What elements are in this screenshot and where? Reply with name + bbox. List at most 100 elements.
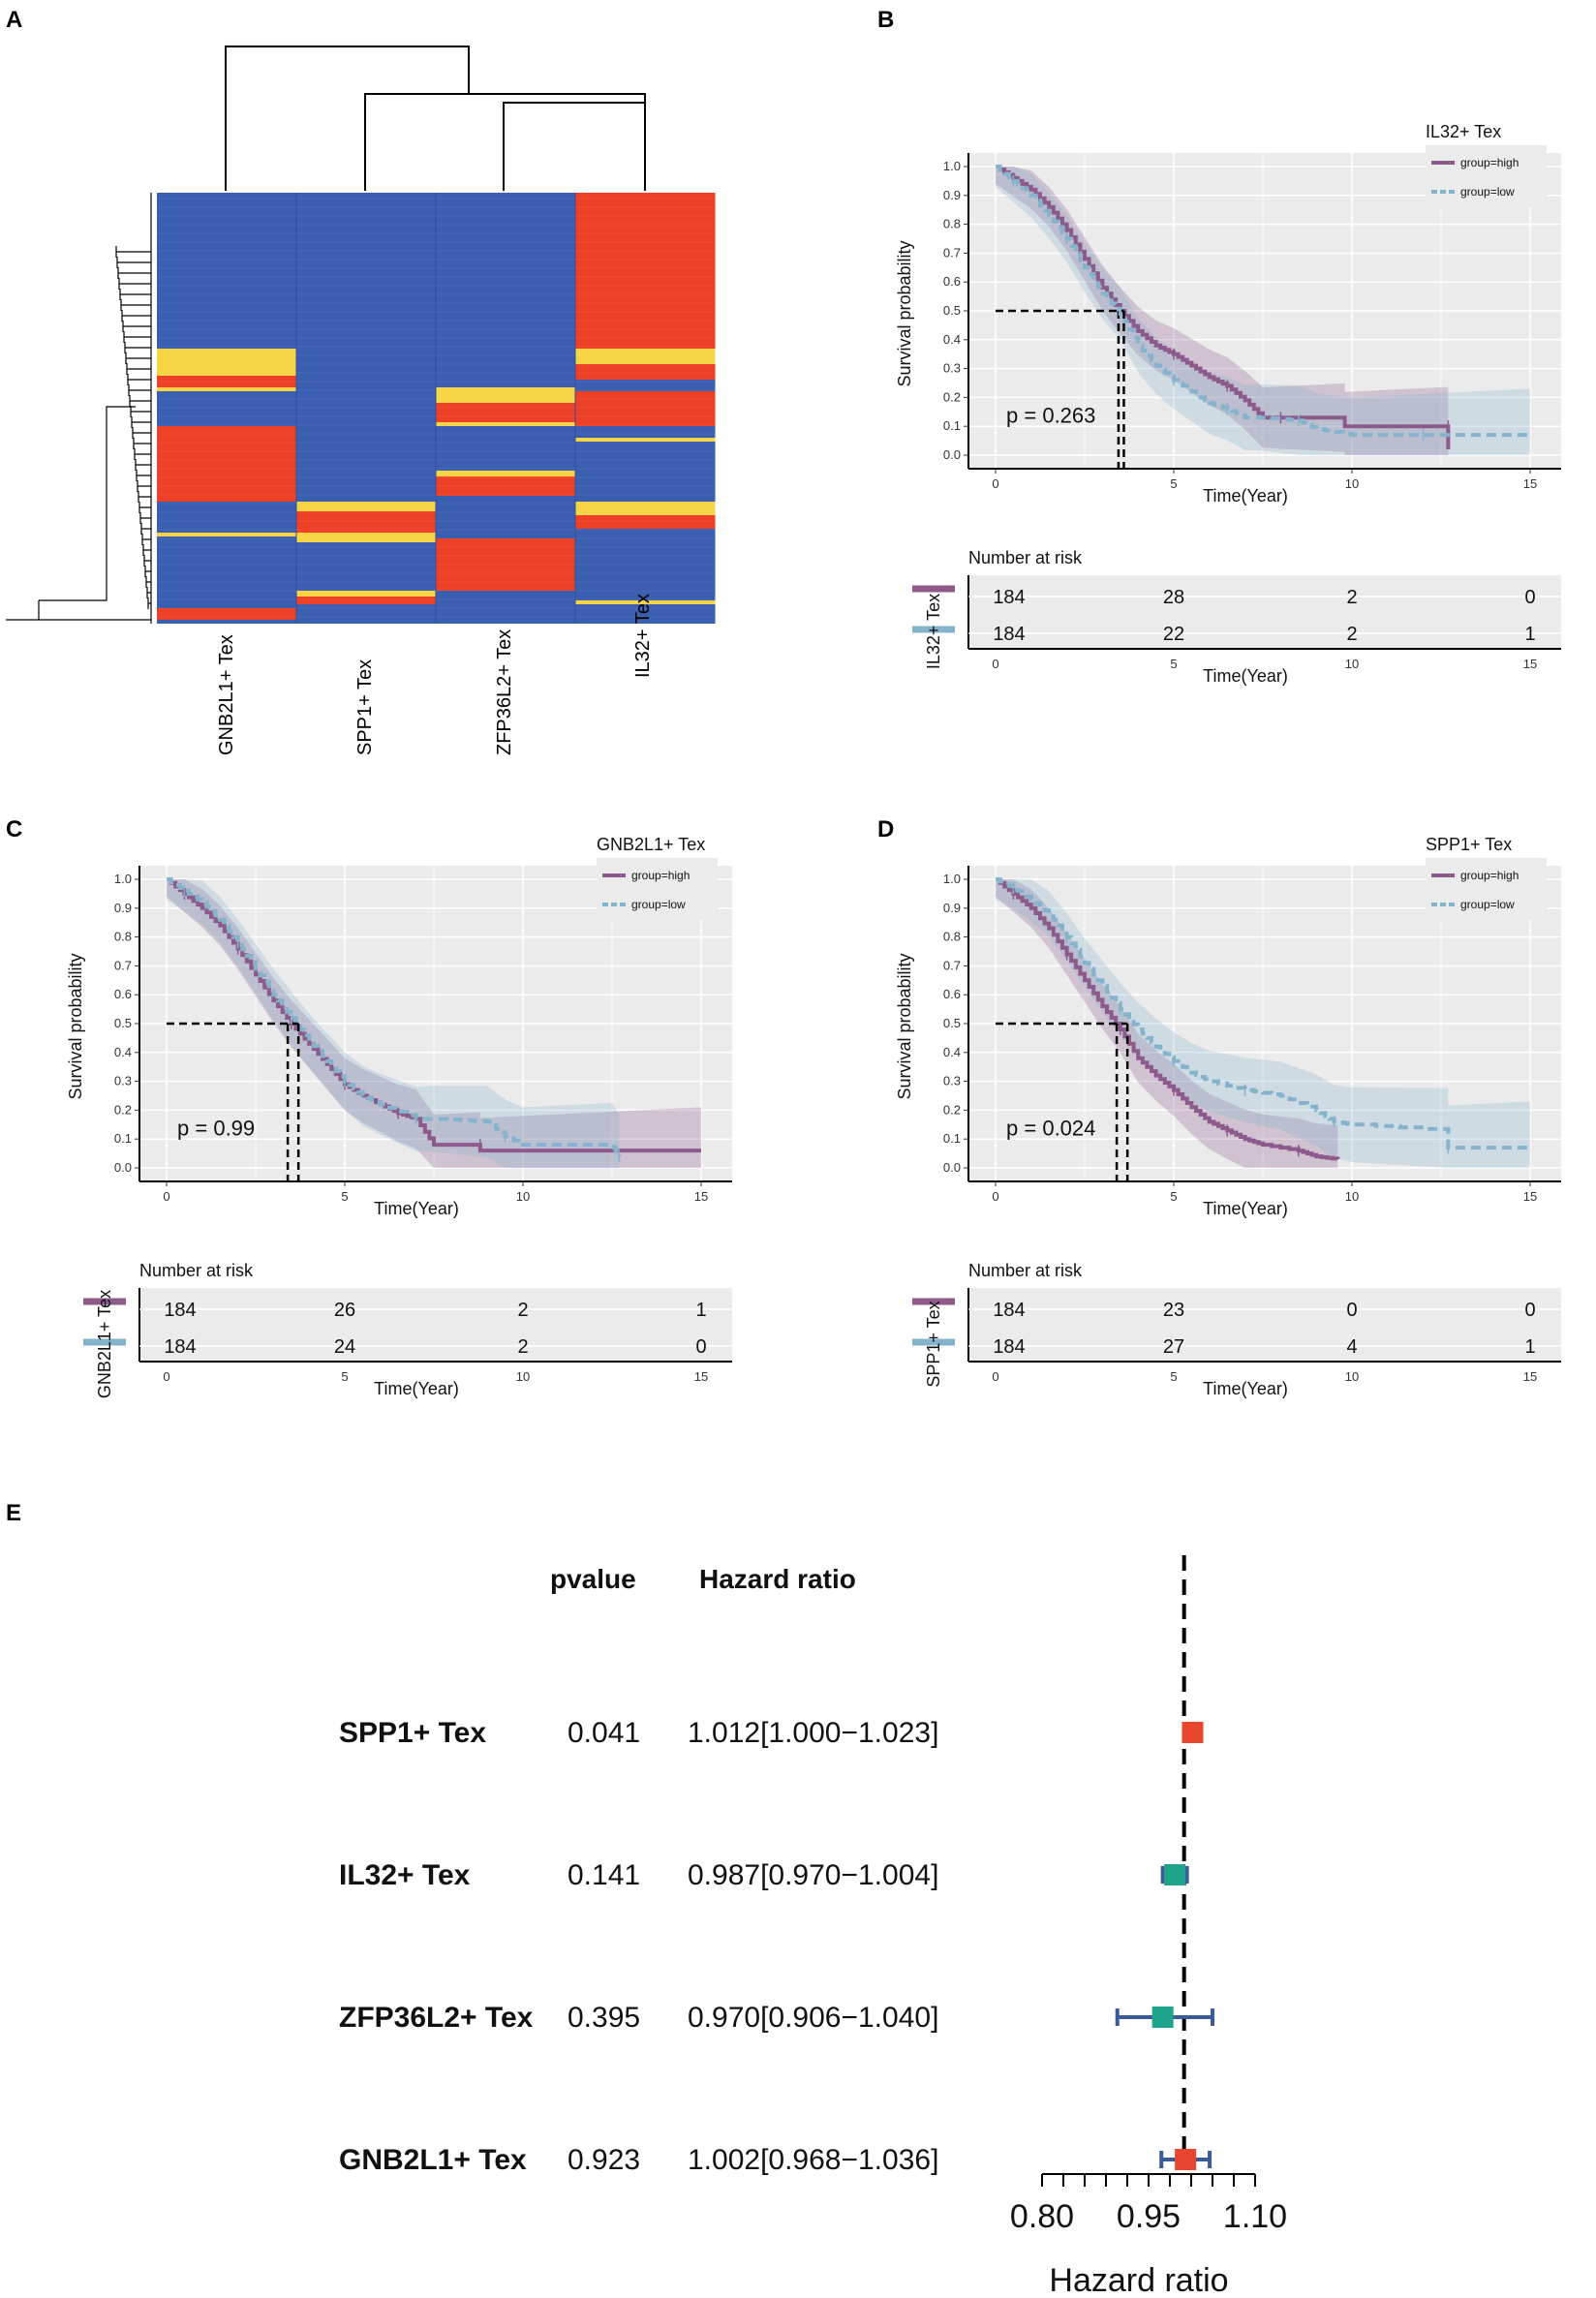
dendrogram-branch: [116, 257, 151, 268]
forest-row-name: GNB2L1+ Tex: [339, 2144, 527, 2176]
dendrogram-branch: [6, 600, 151, 621]
heatmap-col-label-3: ZFP36L2+ Tex: [494, 629, 515, 755]
panel-label-b: B: [877, 7, 894, 33]
forest-point: [1182, 1722, 1204, 1743]
x-tick-label: 10: [516, 1189, 530, 1204]
x-axis-label: Time(Year): [1203, 486, 1288, 506]
dendrogram-branch: [126, 363, 151, 375]
risk-count: 184: [993, 1300, 1025, 1321]
forest-row-pvalue: 0.923: [568, 2144, 640, 2176]
heatmap-cell: [436, 496, 576, 538]
risk-count: 0: [1524, 1300, 1535, 1321]
risk-x-tick-label: 10: [1345, 657, 1359, 671]
dendrogram-branch: [127, 374, 151, 385]
km-panel-d: 0.00.10.20.30.40.50.60.70.80.91.00 5 10 15T…: [895, 835, 1561, 1398]
risk-count: 0: [1346, 1300, 1357, 1321]
heatmap-cell: [575, 515, 716, 529]
risk-count: 2: [517, 1336, 528, 1358]
y-tick-label: 0.2: [943, 1102, 961, 1117]
risk-count: 184: [993, 587, 1025, 608]
heatmap-cell: [436, 471, 576, 476]
risk-table-title: Number at risk: [139, 1261, 254, 1280]
y-tick-label: 0.0: [943, 447, 961, 462]
risk-count: 24: [334, 1336, 355, 1358]
x-tick-label: 15: [1523, 1189, 1537, 1204]
survival-curve-high: [996, 877, 1340, 1161]
heatmap-cell: [157, 193, 297, 349]
risk-x-tick-label: 5: [1170, 657, 1177, 671]
risk-table-background: [139, 1288, 732, 1362]
risk-count: 22: [1163, 624, 1184, 645]
risk-x-tick-label: 5: [1170, 1369, 1177, 1384]
dendrogram-branch: [139, 512, 151, 524]
risk-x-tick-label: 5: [341, 1369, 348, 1384]
risk-count: 2: [1346, 587, 1357, 608]
legend-label-low: group=low: [1460, 898, 1515, 911]
forest-row-name: IL32+ Tex: [339, 1859, 471, 1891]
forest-row-name: SPP1+ Tex: [339, 1717, 486, 1749]
dendrogram-branch: [143, 555, 151, 567]
heatmap-cell: [157, 349, 297, 376]
heatmap-cell: [436, 193, 576, 387]
dendrogram-branch: [122, 321, 151, 332]
heatmap-cell: [575, 349, 716, 364]
y-tick-label: 0.2: [943, 389, 961, 404]
legend-title: SPP1+ Tex: [1426, 835, 1512, 854]
risk-count: 1: [695, 1300, 706, 1321]
dendrogram-branch: [146, 587, 151, 598]
heatmap-cell: [157, 376, 297, 387]
panel-label-d: D: [877, 816, 894, 843]
risk-table-background: [968, 575, 1561, 649]
heatmap-cell: [157, 387, 297, 391]
y-tick-label: 0.4: [114, 1045, 132, 1059]
dendrogram-branch: [138, 491, 151, 503]
heatmap-cell: [296, 193, 437, 502]
dendrogram-branch: [39, 406, 136, 601]
y-tick-label: 1.0: [114, 872, 132, 886]
legend-label-high: group=high: [631, 869, 690, 882]
heatmap-cell: [296, 542, 437, 591]
heatmap-cell: [436, 476, 576, 496]
risk-x-tick-label: 15: [1523, 657, 1537, 671]
x-tick-label: 5: [341, 1189, 348, 1204]
row-dendrogram: [6, 193, 152, 624]
dendrogram-branch: [136, 470, 151, 481]
forest-row-hr-text: 1.012[1.000−1.023]: [688, 1717, 938, 1749]
y-tick-label: 0.7: [943, 245, 961, 260]
heatmap-col-label-4: IL32+ Tex: [632, 594, 654, 678]
y-tick-label: 0.6: [943, 274, 961, 289]
y-tick-label: 0.1: [114, 1131, 132, 1146]
y-tick-label: 0.0: [114, 1160, 132, 1175]
panel-label-a: A: [6, 7, 22, 33]
y-tick-label: 0.4: [943, 332, 961, 347]
dendrogram-branch: [132, 427, 151, 439]
y-axis-label: Survival probability: [895, 240, 914, 386]
y-axis-label: Survival probability: [895, 953, 914, 1099]
dendrogram-branch: [131, 416, 151, 428]
heatmap-cell: [436, 403, 576, 422]
heatmap-cell: [157, 391, 297, 426]
heatmap-panel: GNB2L1+ Tex SPP1+ Tex ZFP36L2+ Tex IL32+…: [6, 46, 716, 755]
forest-row-pvalue: 0.395: [568, 2002, 640, 2034]
dendrogram-branch: [124, 342, 151, 353]
dendrogram-branch: [125, 352, 151, 364]
heatmap-cell: [296, 591, 437, 597]
forest-row-hr-text: 0.987[0.970−1.004]: [688, 1859, 938, 1891]
forest-point: [1151, 2007, 1174, 2028]
y-tick-label: 0.9: [943, 901, 961, 915]
forest-row-hr-text: 0.970[0.906−1.040]: [688, 2002, 938, 2034]
dendrogram-branch: [135, 459, 151, 471]
y-tick-label: 0.6: [114, 987, 132, 1001]
heatmap-cell: [157, 426, 297, 502]
heatmap-cell: [575, 442, 716, 502]
y-tick-label: 0.8: [943, 930, 961, 944]
y-tick-label: 0.3: [114, 1074, 132, 1088]
dendrogram-branch: [142, 544, 151, 556]
y-axis-label: Survival probability: [66, 953, 85, 1099]
dendrogram-branch: [137, 480, 151, 492]
risk-x-tick-label: 15: [1523, 1369, 1537, 1384]
dendrogram-branch: [140, 523, 151, 535]
risk-x-tick-label: 15: [694, 1369, 708, 1384]
x-tick-label: 0: [992, 1189, 998, 1204]
forest-row-pvalue: 0.041: [568, 1717, 640, 1749]
